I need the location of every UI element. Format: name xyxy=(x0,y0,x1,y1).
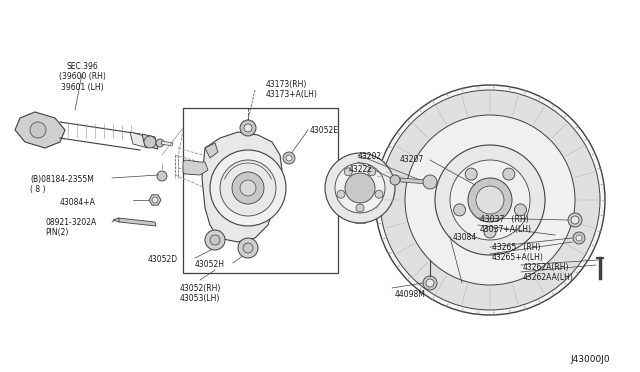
Circle shape xyxy=(220,160,276,216)
Text: 08921-3202A
PIN(2): 08921-3202A PIN(2) xyxy=(45,218,96,237)
Polygon shape xyxy=(183,160,208,175)
Text: 43222: 43222 xyxy=(349,165,373,174)
Text: J43000J0: J43000J0 xyxy=(570,355,610,364)
Circle shape xyxy=(240,180,256,196)
Text: 44098M: 44098M xyxy=(395,290,426,299)
Polygon shape xyxy=(142,134,158,149)
Circle shape xyxy=(435,145,545,255)
Circle shape xyxy=(243,243,253,253)
Polygon shape xyxy=(202,132,282,242)
Circle shape xyxy=(30,122,46,138)
Circle shape xyxy=(232,172,264,204)
Circle shape xyxy=(465,168,477,180)
Circle shape xyxy=(423,175,437,189)
Circle shape xyxy=(515,204,527,216)
Text: 43052H: 43052H xyxy=(195,260,225,269)
Circle shape xyxy=(503,168,515,180)
Circle shape xyxy=(476,186,504,214)
Circle shape xyxy=(283,152,295,164)
Polygon shape xyxy=(15,112,65,148)
Circle shape xyxy=(337,190,345,198)
Circle shape xyxy=(576,235,582,241)
Circle shape xyxy=(335,163,385,213)
Text: 43037   (RH)
43037+A(LH): 43037 (RH) 43037+A(LH) xyxy=(480,215,532,234)
Circle shape xyxy=(210,235,220,245)
Text: 43262A(RH)
43262AA(LH): 43262A(RH) 43262AA(LH) xyxy=(523,263,574,282)
Circle shape xyxy=(484,226,496,238)
Text: 43084+A: 43084+A xyxy=(60,198,96,207)
Text: 43052(RH)
43053(LH): 43052(RH) 43053(LH) xyxy=(179,284,221,304)
Circle shape xyxy=(210,150,286,226)
Circle shape xyxy=(573,232,585,244)
Text: 43052D: 43052D xyxy=(148,255,178,264)
Circle shape xyxy=(454,204,465,216)
Circle shape xyxy=(325,153,395,223)
Circle shape xyxy=(286,155,292,161)
Text: (B)08184-2355M
( 8 ): (B)08184-2355M ( 8 ) xyxy=(30,175,94,195)
Text: SEC.396
(39600 (RH)
39601 (LH): SEC.396 (39600 (RH) 39601 (LH) xyxy=(59,62,106,92)
Circle shape xyxy=(423,276,437,290)
Circle shape xyxy=(375,85,605,315)
Polygon shape xyxy=(149,195,161,205)
Circle shape xyxy=(144,136,156,148)
Circle shape xyxy=(375,190,383,198)
Circle shape xyxy=(344,168,352,176)
Polygon shape xyxy=(205,143,218,158)
Polygon shape xyxy=(130,132,148,148)
Text: 43265   (RH)
43265+A(LH): 43265 (RH) 43265+A(LH) xyxy=(492,243,544,262)
Circle shape xyxy=(156,139,164,147)
Polygon shape xyxy=(400,178,429,184)
Circle shape xyxy=(568,213,582,227)
Circle shape xyxy=(152,197,158,203)
Circle shape xyxy=(468,178,512,222)
Bar xyxy=(183,108,338,273)
Circle shape xyxy=(205,230,225,250)
Circle shape xyxy=(345,173,375,203)
Text: 43207: 43207 xyxy=(400,155,424,164)
Circle shape xyxy=(157,171,167,181)
Circle shape xyxy=(380,90,600,310)
Polygon shape xyxy=(118,218,156,226)
Circle shape xyxy=(240,120,256,136)
Polygon shape xyxy=(355,153,365,223)
Text: 43084: 43084 xyxy=(453,233,477,242)
Text: 43202: 43202 xyxy=(358,152,382,161)
Circle shape xyxy=(571,216,579,224)
Polygon shape xyxy=(161,141,173,146)
Text: 43173(RH)
43173+A(LH): 43173(RH) 43173+A(LH) xyxy=(266,80,318,99)
Polygon shape xyxy=(113,218,119,222)
Circle shape xyxy=(356,204,364,212)
Circle shape xyxy=(390,175,400,185)
Circle shape xyxy=(426,279,434,287)
Circle shape xyxy=(244,124,252,132)
Circle shape xyxy=(405,115,575,285)
Circle shape xyxy=(450,160,530,240)
Text: 43052E: 43052E xyxy=(310,126,339,135)
Circle shape xyxy=(238,238,258,258)
Circle shape xyxy=(368,168,376,176)
